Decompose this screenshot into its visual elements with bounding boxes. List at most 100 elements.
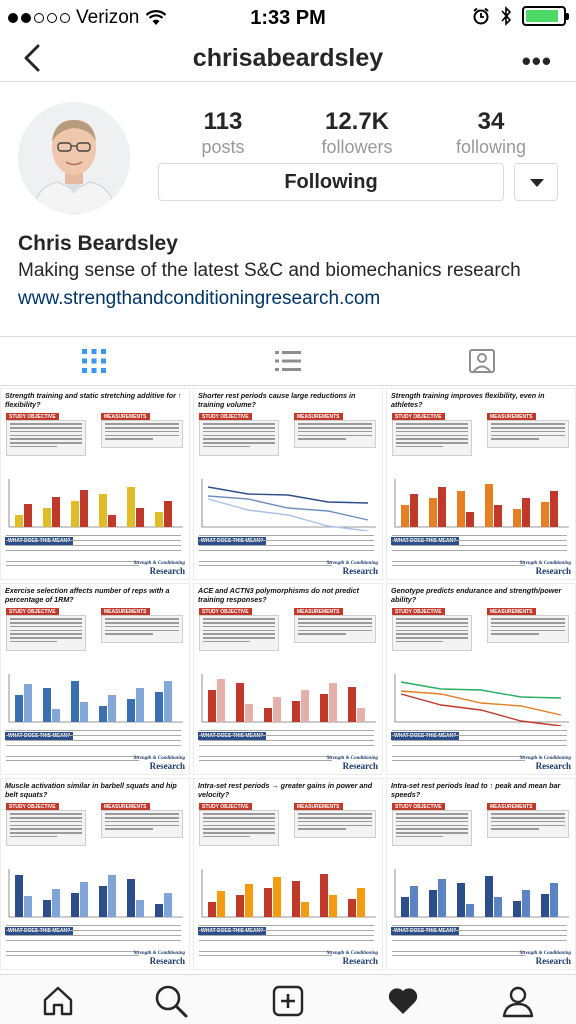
add-post-icon[interactable] (270, 983, 306, 1019)
post-thumbnail[interactable]: Strength training and static stretching … (0, 388, 190, 580)
measurements-label: MEASUREMENTS (294, 608, 343, 616)
reference-text-line (6, 955, 139, 957)
study-objective-label: STUDY OBJECTIVE (392, 608, 445, 616)
text-line (10, 621, 82, 624)
brand-logo: Strength & Conditioning Research (520, 756, 571, 771)
post-title: Strength training improves flexibility, … (391, 392, 545, 409)
avatar[interactable] (18, 102, 130, 214)
post-thumbnail[interactable]: Exercise selection affects number of rep… (0, 583, 190, 775)
post-thumbnail[interactable]: Intra-set rest periods lead to ↑ peak an… (386, 778, 576, 970)
home-icon[interactable] (40, 983, 76, 1019)
posts-stat[interactable]: 113 posts (163, 108, 283, 158)
text-line (396, 816, 468, 819)
study-objective-label: STUDY OBJECTIVE (6, 413, 59, 421)
summary-text-line (199, 730, 374, 732)
chart-bar (301, 902, 309, 917)
study-objective-label: STUDY OBJECTIVE (199, 803, 252, 811)
text-line (491, 430, 565, 433)
chart-bar (136, 508, 144, 527)
text-line (105, 618, 179, 620)
text-line (10, 618, 82, 620)
tagged-photos-icon[interactable] (467, 347, 497, 375)
summary-text-line (6, 540, 181, 542)
summary-text-line (6, 925, 181, 927)
avatar-portrait (18, 102, 130, 214)
following-button[interactable]: Following (158, 163, 504, 201)
profile-icon[interactable] (500, 983, 536, 1019)
reference-text-line (6, 565, 139, 567)
text-line (105, 816, 179, 819)
alarm-icon (473, 7, 489, 25)
post-thumbnail[interactable]: Intra-set rest periods → greater gains i… (193, 778, 383, 970)
chart-bar (245, 884, 253, 917)
post-thumbnail[interactable]: Genotype predicts endurance and strength… (386, 583, 576, 775)
reference-text-line (6, 756, 139, 758)
text-line (396, 633, 468, 635)
following-count: 34 (477, 108, 505, 135)
followers-stat[interactable]: 12.7K followers (297, 108, 417, 158)
list-view-icon[interactable] (273, 347, 303, 375)
brand-logo-top: Strength & Conditioning (133, 951, 185, 956)
text-line (298, 820, 372, 823)
brand-logo-top: Strength & Conditioning (519, 951, 571, 956)
brand-logo-top: Strength & Conditioning (133, 756, 185, 761)
thumbnail-chart (394, 869, 569, 918)
reference-text-line (392, 955, 525, 957)
text-line (105, 633, 153, 635)
heart-icon[interactable] (385, 983, 421, 1019)
text-line (10, 629, 82, 632)
chart-bar (208, 690, 216, 722)
signal-dot (47, 13, 57, 23)
text-line (298, 816, 372, 819)
text-line (491, 816, 565, 819)
measurements-label: MEASUREMENTS (101, 413, 150, 421)
post-thumbnail[interactable]: Muscle activation similar in barbell squ… (0, 778, 190, 970)
text-box (6, 615, 86, 651)
text-line (396, 625, 468, 628)
thumbnail-chart (201, 674, 376, 723)
profile-website-link[interactable]: www.strengthandconditioningresearch.com (18, 288, 381, 309)
text-line (10, 438, 82, 440)
summary-text-line (392, 745, 567, 747)
summary-text-line (6, 730, 181, 732)
chart-bar (494, 897, 502, 917)
chart-bar (136, 900, 144, 917)
post-thumbnail[interactable]: ACE and ACTN3 polymorphisms do not predi… (193, 583, 383, 775)
chart-bar (164, 501, 172, 527)
study-objective-label: STUDY OBJECTIVE (6, 803, 59, 811)
text-line (396, 430, 468, 433)
followers-label: followers (321, 137, 393, 157)
chart-bar (522, 498, 530, 527)
summary-text-line (199, 930, 374, 932)
summary-text-line (6, 550, 181, 552)
text-line (10, 828, 82, 830)
text-box (487, 810, 569, 838)
text-line (298, 430, 372, 433)
following-stat[interactable]: 34 following (431, 108, 551, 158)
brand-logo-bottom: Research (149, 761, 185, 771)
chart-bar (43, 900, 51, 917)
summary-text-line (199, 535, 374, 537)
more-dots-icon[interactable]: ••• (521, 46, 552, 76)
brand-logo: Strength & Conditioning Research (520, 951, 571, 966)
summary-text-line (6, 740, 181, 742)
chart-bar (264, 708, 272, 722)
text-line (10, 423, 82, 425)
chart-bar (127, 699, 135, 722)
text-line (203, 625, 275, 628)
thumbnail-chart (8, 479, 183, 528)
summary-text-line (6, 930, 181, 932)
suggested-dropdown-button[interactable] (514, 163, 558, 201)
text-line (396, 434, 468, 437)
signal-dot (60, 13, 70, 23)
text-line (396, 813, 468, 815)
grid-view-icon[interactable] (79, 347, 109, 375)
post-thumbnail[interactable]: Shorter rest periods cause large reducti… (193, 388, 383, 580)
text-box (6, 810, 86, 846)
search-icon[interactable] (153, 983, 189, 1019)
post-thumbnail[interactable]: Strength training improves flexibility, … (386, 388, 576, 580)
text-line (491, 633, 539, 635)
measurements-label: MEASUREMENTS (101, 803, 150, 811)
chevron-left-icon[interactable] (18, 42, 50, 74)
text-line (105, 828, 153, 830)
